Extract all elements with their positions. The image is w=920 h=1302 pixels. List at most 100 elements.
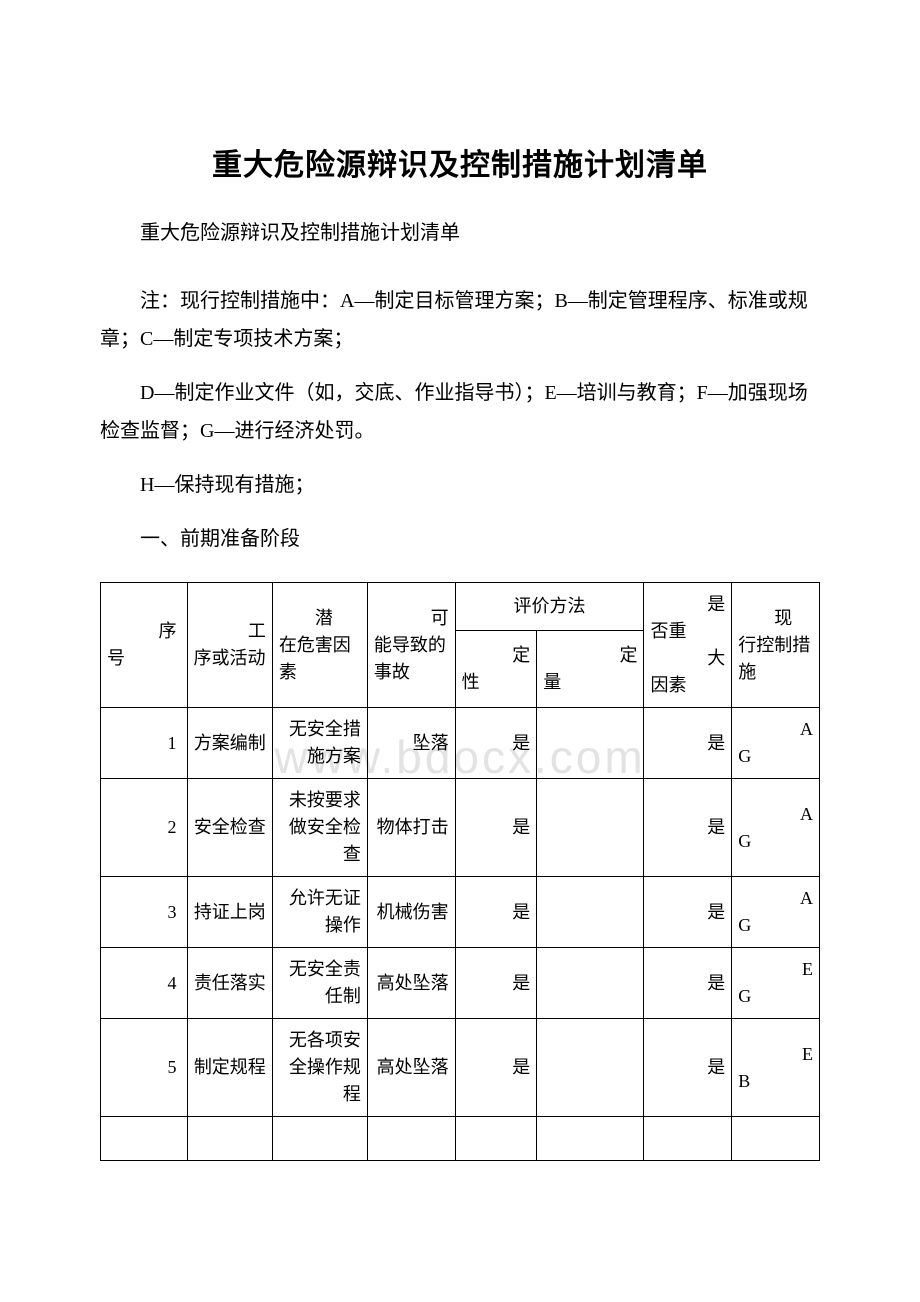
note-paragraph-3: H—保持现有措施； xyxy=(100,466,820,504)
header-hazard-rest: 在危害因素 xyxy=(279,632,361,686)
header-activity-indent: 工 xyxy=(194,618,266,645)
cell-empty xyxy=(537,1117,644,1161)
cell-accident: 物体打击 xyxy=(367,779,455,877)
table-row: 3 持证上岗 允许无证操作 机械伤害 是 是 A G xyxy=(101,877,820,948)
table-header-row-1: 序 号 工 序或活动 潜 在危害因素 可 能导致的事故 评价方法 是 否重 大 … xyxy=(101,583,820,631)
cell-activity: 方案编制 xyxy=(187,708,272,779)
cell-hazard: 无各项安全操作规程 xyxy=(272,1019,367,1117)
measure-bottom: G xyxy=(738,912,813,939)
cell-measure: E B xyxy=(732,1019,820,1117)
cell-qual: 是 xyxy=(455,948,537,1019)
cell-qual: 是 xyxy=(455,1019,537,1117)
header-measure-indent: 现 xyxy=(738,605,813,632)
header-activity: 工 序或活动 xyxy=(187,583,272,708)
cell-major: 是 xyxy=(644,877,732,948)
cell-quan xyxy=(537,1019,644,1117)
header-qual-rest: 性 xyxy=(462,669,531,696)
header-measure: 现 行控制措施 xyxy=(732,583,820,708)
header-quan-rest: 量 xyxy=(543,669,637,696)
page-wrapper: www.bdocx.com 重大危险源辩识及控制措施计划清单 重大危险源辩识及控… xyxy=(100,140,820,1161)
cell-hazard: 无安全措施方案 xyxy=(272,708,367,779)
header-eval: 评价方法 xyxy=(455,583,644,631)
note-paragraph-1: 注：现行控制措施中：A—制定目标管理方案；B—制定管理程序、标准或规章；C—制定… xyxy=(100,282,820,358)
header-seq-indent: 序 xyxy=(107,618,177,645)
cell-major: 是 xyxy=(644,1019,732,1117)
cell-accident: 高处坠落 xyxy=(367,1019,455,1117)
measure-top: A xyxy=(738,885,813,912)
header-major-rest1: 否重 xyxy=(650,618,725,645)
cell-seq: 5 xyxy=(101,1019,188,1117)
table-row: 5 制定规程 无各项安全操作规程 高处坠落 是 是 E B xyxy=(101,1019,820,1117)
cell-seq: 3 xyxy=(101,877,188,948)
cell-hazard: 无安全责任制 xyxy=(272,948,367,1019)
header-hazard-indent: 潜 xyxy=(279,605,361,632)
cell-measure: A G xyxy=(732,708,820,779)
cell-qual: 是 xyxy=(455,779,537,877)
cell-activity: 持证上岗 xyxy=(187,877,272,948)
cell-accident: 坠落 xyxy=(367,708,455,779)
cell-quan xyxy=(537,877,644,948)
cell-quan xyxy=(537,708,644,779)
measure-bottom: G xyxy=(738,828,813,855)
cell-hazard: 未按要求做安全检查 xyxy=(272,779,367,877)
header-accident-rest: 能导致的事故 xyxy=(374,632,449,686)
table-row-empty xyxy=(101,1117,820,1161)
measure-top: A xyxy=(738,716,813,743)
header-seq-rest: 号 xyxy=(107,645,177,672)
cell-major: 是 xyxy=(644,948,732,1019)
header-seq: 序 号 xyxy=(101,583,188,708)
cell-qual: 是 xyxy=(455,877,537,948)
cell-measure: E G xyxy=(732,948,820,1019)
cell-empty xyxy=(644,1117,732,1161)
cell-major: 是 xyxy=(644,708,732,779)
subtitle-paragraph: 重大危险源辩识及控制措施计划清单 xyxy=(100,214,820,252)
cell-accident: 机械伤害 xyxy=(367,877,455,948)
cell-accident: 高处坠落 xyxy=(367,948,455,1019)
cell-seq: 4 xyxy=(101,948,188,1019)
cell-activity: 安全检查 xyxy=(187,779,272,877)
cell-empty xyxy=(367,1117,455,1161)
header-accident: 可 能导致的事故 xyxy=(367,583,455,708)
measure-bottom: G xyxy=(738,983,813,1010)
note-paragraph-2: D—制定作业文件（如，交底、作业指导书）；E—培训与教育；F—加强现场检查监督；… xyxy=(100,374,820,450)
section-heading-1: 一、前期准备阶段 xyxy=(100,520,820,558)
cell-major: 是 xyxy=(644,779,732,877)
table-row: 1 方案编制 无安全措施方案 坠落 是 是 A G xyxy=(101,708,820,779)
header-quan-indent: 定 xyxy=(543,642,637,669)
header-major-rest2: 因素 xyxy=(650,672,725,699)
cell-quan xyxy=(537,779,644,877)
header-major-indent1: 是 xyxy=(650,591,725,618)
measure-top: E xyxy=(738,956,813,983)
header-major: 是 否重 大 因素 xyxy=(644,583,732,708)
cell-seq: 2 xyxy=(101,779,188,877)
cell-measure: A G xyxy=(732,877,820,948)
cell-seq: 1 xyxy=(101,708,188,779)
measure-bottom: B xyxy=(738,1068,813,1095)
cell-quan xyxy=(537,948,644,1019)
header-activity-rest: 序或活动 xyxy=(194,645,266,672)
header-measure-rest: 行控制措施 xyxy=(738,632,813,686)
measure-top: A xyxy=(738,801,813,828)
cell-hazard: 允许无证操作 xyxy=(272,877,367,948)
cell-empty xyxy=(272,1117,367,1161)
cell-empty xyxy=(101,1117,188,1161)
header-accident-indent: 可 xyxy=(374,605,449,632)
table-row: 2 安全检查 未按要求做安全检查 物体打击 是 是 A G xyxy=(101,779,820,877)
cell-empty xyxy=(187,1117,272,1161)
header-hazard: 潜 在危害因素 xyxy=(272,583,367,708)
table-row: 4 责任落实 无安全责任制 高处坠落 是 是 E G xyxy=(101,948,820,1019)
header-qual: 定 性 xyxy=(455,630,537,707)
cell-empty xyxy=(455,1117,537,1161)
document-title: 重大危险源辩识及控制措施计划清单 xyxy=(100,140,820,184)
header-qual-indent: 定 xyxy=(462,642,531,669)
cell-activity: 制定规程 xyxy=(187,1019,272,1117)
cell-activity: 责任落实 xyxy=(187,948,272,1019)
measure-top: E xyxy=(738,1041,813,1068)
cell-measure: A G xyxy=(732,779,820,877)
header-major-indent2: 大 xyxy=(650,645,725,672)
hazard-table: 序 号 工 序或活动 潜 在危害因素 可 能导致的事故 评价方法 是 否重 大 … xyxy=(100,582,820,1161)
measure-bottom: G xyxy=(738,743,813,770)
header-quan: 定 量 xyxy=(537,630,644,707)
cell-empty xyxy=(732,1117,820,1161)
cell-qual: 是 xyxy=(455,708,537,779)
